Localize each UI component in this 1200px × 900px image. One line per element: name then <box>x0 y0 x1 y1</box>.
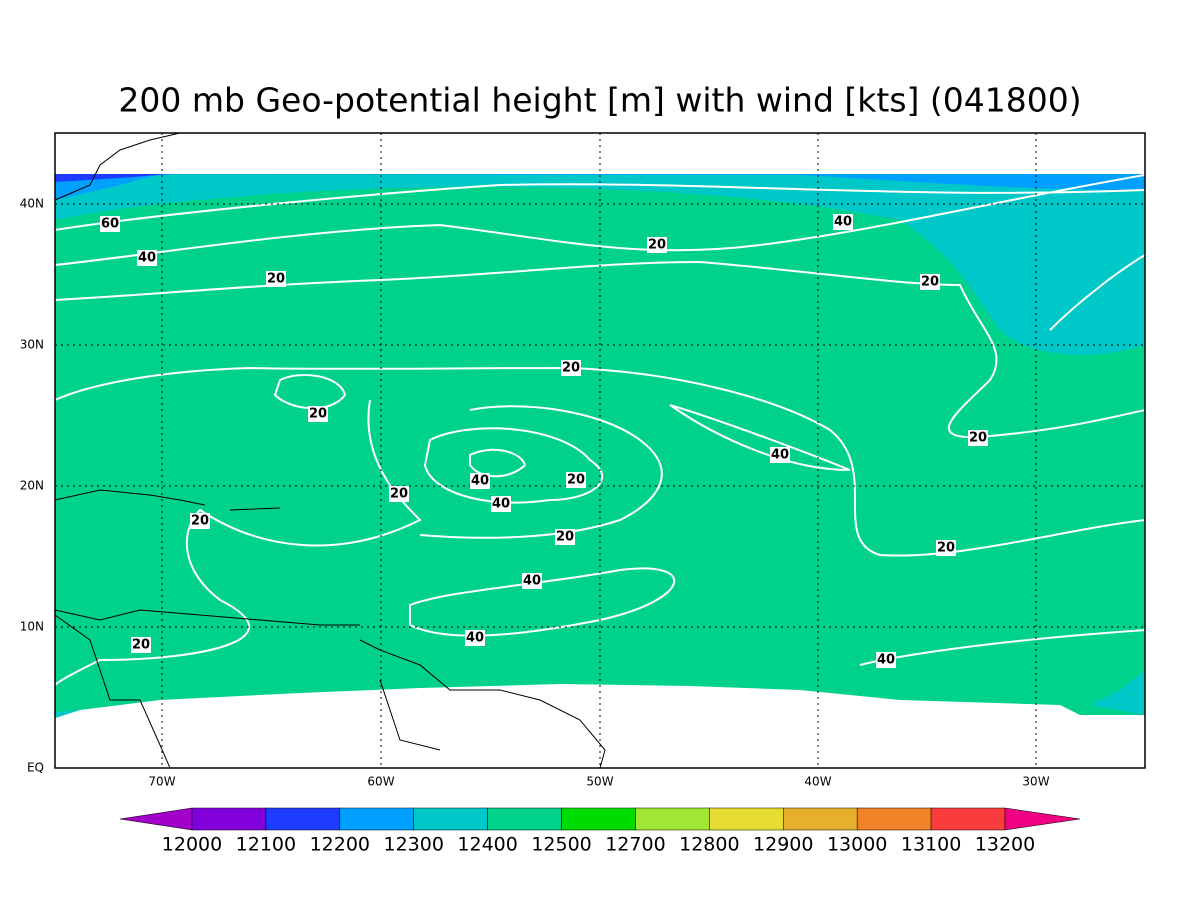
colorbar-arrow-left <box>119 807 193 831</box>
contour-label: 40 <box>138 251 156 266</box>
contour-label: 40 <box>523 574 541 589</box>
field-12300-se <box>1090 670 1145 715</box>
colorbar-label: 12400 <box>457 834 517 856</box>
contour-label-box <box>470 473 490 489</box>
contour-label: 20 <box>390 487 408 502</box>
lon-label: 40W <box>804 775 831 789</box>
lat-label: 20N <box>20 479 44 493</box>
contour-label: 40 <box>877 653 895 668</box>
colorbar-box <box>265 807 341 831</box>
colorbar-box <box>339 807 414 831</box>
contour-label: 20 <box>267 272 285 287</box>
lon-label: 70W <box>148 775 175 789</box>
colorbar-box <box>709 807 784 831</box>
contour-label-box <box>389 486 409 502</box>
contour-label-box <box>566 472 586 488</box>
contour-label: 20 <box>567 473 585 488</box>
colorbar-label: 12800 <box>679 834 739 856</box>
contour-label: 20 <box>937 541 955 556</box>
contour-label-box <box>100 216 120 232</box>
colorbar-label: 12300 <box>384 834 444 856</box>
colorbar-label: 13100 <box>901 834 961 856</box>
contour-label-box <box>936 540 956 556</box>
lon-label: 30W <box>1022 775 1049 789</box>
contour-label-box <box>137 250 157 266</box>
contour-label-box <box>647 237 667 253</box>
contour-label-box <box>266 271 286 287</box>
contour-label-box <box>920 274 940 290</box>
contour-label: 20 <box>309 407 327 422</box>
colorbar-box <box>930 807 1006 831</box>
field-12300-sw <box>55 710 80 718</box>
colorbar-label: 12500 <box>531 834 591 856</box>
colorbar-box <box>783 807 858 831</box>
contour-label-box <box>770 447 790 463</box>
map-title: 200 mb Geo-potential height [m] with win… <box>118 81 1081 120</box>
contour-label: 20 <box>191 514 209 529</box>
contour-label-box <box>833 214 853 230</box>
grid <box>55 133 1145 768</box>
colorbar-box <box>191 807 267 831</box>
contour-label: 40 <box>771 448 789 463</box>
colorbar-box <box>635 807 710 831</box>
colorbar-box <box>561 807 636 831</box>
contour-label-box <box>491 496 511 512</box>
colorbar-arrow-right <box>1004 807 1081 831</box>
contour-label: 20 <box>648 238 666 253</box>
lat-label: 10N <box>20 620 44 634</box>
contour-label: 40 <box>492 497 510 512</box>
map-plot <box>54 132 1146 769</box>
lon-label: 60W <box>367 775 394 789</box>
colorbar-label: 13000 <box>827 834 887 856</box>
colorbar-box <box>413 807 488 831</box>
contour-label-box <box>465 630 485 646</box>
colorbar-box <box>487 807 562 831</box>
colorbar-label: 12900 <box>753 834 813 856</box>
contour-label-box <box>968 430 988 446</box>
colorbar-box <box>856 807 932 831</box>
lat-label: 40N <box>20 197 44 211</box>
contour-label: 20 <box>969 431 987 446</box>
contour-label: 40 <box>471 474 489 489</box>
contour-label: 40 <box>834 215 852 230</box>
coastlines <box>54 132 606 769</box>
contour-label-box <box>522 573 542 589</box>
contour-label-box <box>561 360 581 376</box>
contour-label-box <box>308 406 328 422</box>
contour-label: 20 <box>921 275 939 290</box>
colorbar-label: 12200 <box>310 834 370 856</box>
contour-label-box <box>190 513 210 529</box>
lat-label: 30N <box>20 338 44 352</box>
contour-label-box <box>555 529 575 545</box>
contour-label: 40 <box>466 631 484 646</box>
contour-label-box <box>876 652 896 668</box>
contour-label: 60 <box>101 217 119 232</box>
contour-label: 20 <box>556 530 574 545</box>
contours <box>54 174 1146 686</box>
colorbar-label: 13200 <box>975 834 1035 856</box>
colorbar-label: 12100 <box>236 834 296 856</box>
contour-label-box <box>131 637 151 653</box>
colorbar-label: 12700 <box>605 834 665 856</box>
plot-frame <box>54 132 1146 769</box>
field-12100 <box>55 174 170 182</box>
colorbar-label: 12000 <box>162 834 222 856</box>
contour-label: 20 <box>562 361 580 376</box>
lon-label: 50W <box>586 775 613 789</box>
contour-label: 20 <box>132 638 150 653</box>
lat-label: EQ <box>27 761 44 775</box>
